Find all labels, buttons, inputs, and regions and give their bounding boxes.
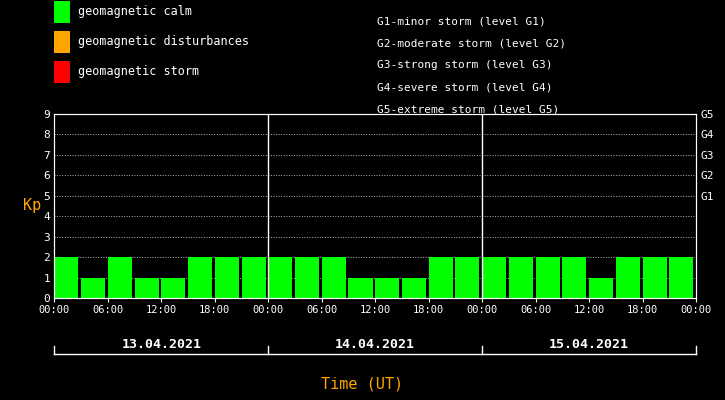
Bar [536, 257, 560, 298]
Text: G5-extreme storm (level G5): G5-extreme storm (level G5) [377, 104, 559, 114]
Bar [455, 257, 479, 298]
Text: geomagnetic calm: geomagnetic calm [78, 6, 191, 18]
Bar [669, 257, 693, 298]
Bar [215, 257, 239, 298]
Bar [616, 257, 640, 298]
Bar [81, 278, 105, 298]
Bar [642, 257, 666, 298]
Text: G4-severe storm (level G4): G4-severe storm (level G4) [377, 82, 552, 92]
Bar [108, 257, 132, 298]
Text: geomagnetic storm: geomagnetic storm [78, 66, 199, 78]
Bar [589, 278, 613, 298]
Text: 15.04.2021: 15.04.2021 [549, 338, 629, 350]
Text: 14.04.2021: 14.04.2021 [335, 338, 415, 350]
Bar [349, 278, 373, 298]
Bar [509, 257, 533, 298]
Bar [428, 257, 452, 298]
Bar [268, 257, 292, 298]
Bar [54, 257, 78, 298]
Text: G1-minor storm (level G1): G1-minor storm (level G1) [377, 16, 546, 26]
Text: Time (UT): Time (UT) [321, 376, 404, 392]
Bar [188, 257, 212, 298]
Bar [375, 278, 399, 298]
Bar [295, 257, 319, 298]
Bar [563, 257, 587, 298]
Bar [241, 257, 265, 298]
Text: geomagnetic disturbances: geomagnetic disturbances [78, 36, 249, 48]
Bar [135, 278, 159, 298]
Text: G2-moderate storm (level G2): G2-moderate storm (level G2) [377, 38, 566, 48]
Bar [161, 278, 186, 298]
Bar [322, 257, 346, 298]
Text: G3-strong storm (level G3): G3-strong storm (level G3) [377, 60, 552, 70]
Text: 13.04.2021: 13.04.2021 [121, 338, 202, 350]
Bar [482, 257, 506, 298]
Bar [402, 278, 426, 298]
Y-axis label: Kp: Kp [23, 198, 41, 214]
